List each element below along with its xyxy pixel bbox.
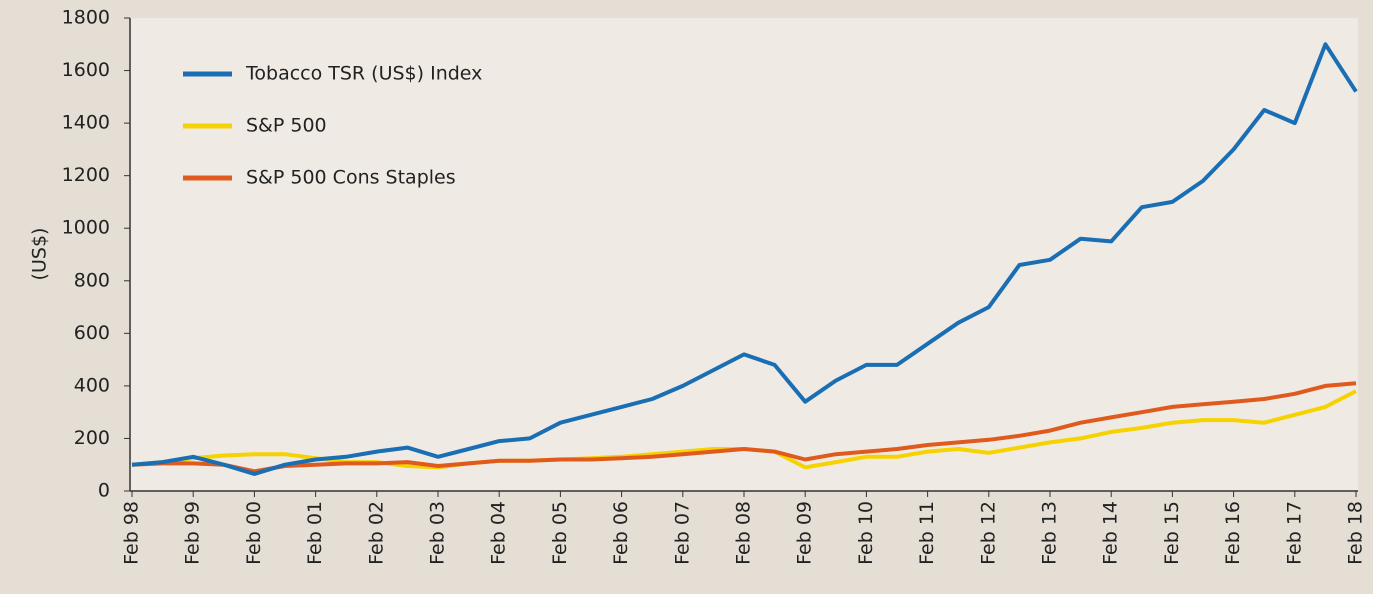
- x-tick-label: Feb 03: [427, 501, 449, 565]
- legend-label: S&P 500 Cons Staples: [246, 167, 456, 189]
- x-tick-label: Feb 02: [365, 501, 387, 565]
- x-tick-label: Feb 14: [1100, 501, 1122, 565]
- x-tick-label: Feb 11: [916, 501, 938, 565]
- x-tick-label: Feb 00: [243, 501, 265, 565]
- x-tick-label: Feb 07: [671, 501, 693, 565]
- y-tick-label: 200: [74, 427, 110, 449]
- y-tick-label: 400: [74, 374, 110, 396]
- y-tick-label: 0: [98, 480, 110, 502]
- y-tick-label: 800: [74, 269, 110, 291]
- y-tick-label: 1600: [62, 59, 110, 81]
- y-tick-label: 1200: [62, 164, 110, 186]
- x-tick-label: Feb 16: [1222, 501, 1244, 565]
- x-tick-label: Feb 08: [733, 501, 755, 565]
- x-tick-label: Feb 99: [182, 501, 204, 565]
- legend-label: S&P 500: [246, 115, 327, 137]
- x-tick-label: Feb 98: [121, 501, 143, 565]
- y-tick-label: 1400: [62, 112, 110, 134]
- plot-area: [130, 18, 1358, 491]
- x-tick-label: Feb 05: [549, 501, 571, 565]
- y-tick-label: 1800: [62, 7, 110, 29]
- x-tick-label: Feb 17: [1283, 501, 1305, 565]
- x-tick-label: Feb 15: [1161, 501, 1183, 565]
- x-tick-label: Feb 18: [1345, 501, 1367, 565]
- y-axis-label: (US$): [29, 228, 51, 281]
- x-tick-label: Feb 01: [304, 501, 326, 565]
- x-tick-label: Feb 06: [610, 501, 632, 565]
- y-tick-label: 1000: [62, 217, 110, 239]
- chart: (US$) 0 200 400 600 800 1000 1200 1400 1600 1800 F…: [0, 0, 1373, 594]
- x-tick-label: Feb 09: [794, 501, 816, 565]
- x-tick-label: Feb 10: [855, 501, 877, 565]
- y-tick-label: 600: [74, 322, 110, 344]
- x-tick-label: Feb 13: [1039, 501, 1061, 565]
- x-tick-label: Feb 12: [977, 501, 999, 565]
- x-tick-label: Feb 04: [488, 501, 510, 565]
- legend-label: Tobacco TSR (US$) Index: [245, 63, 482, 85]
